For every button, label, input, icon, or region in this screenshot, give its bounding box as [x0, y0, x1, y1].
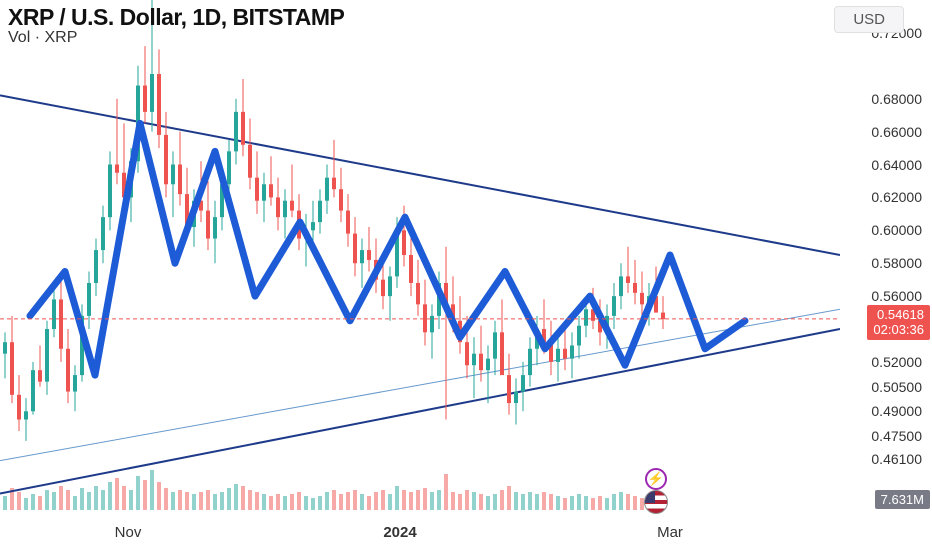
x-tick-label: Nov: [115, 524, 142, 541]
y-axis[interactable]: 0.46100 0.47500 0.49000 0.50500 0.52000 0.560…: [840, 0, 932, 510]
countdown: 02:03:36: [873, 322, 924, 338]
y-tick-label: 0.58000: [871, 255, 922, 271]
chart-header: XRP / U.S. Dollar, 1D, BITSTAMP Vol · XR…: [8, 4, 344, 47]
y-tick-label: 0.52000: [871, 354, 922, 370]
y-tick-label: 0.49000: [871, 403, 922, 419]
plot-area[interactable]: [0, 0, 840, 510]
y-tick-label: 0.62000: [871, 189, 922, 205]
y-tick-label: 0.47500: [871, 428, 922, 444]
us-flag-icon[interactable]: [644, 490, 668, 514]
y-tick-label: 0.64000: [871, 157, 922, 173]
chart-container: XRP / U.S. Dollar, 1D, BITSTAMP Vol · XR…: [0, 0, 932, 550]
currency-badge[interactable]: USD: [834, 6, 904, 33]
price-badge: 0.54618 02:03:36: [867, 305, 930, 340]
x-axis[interactable]: Nov 2024 Mar: [0, 520, 840, 550]
volume-badge: 7.631M: [875, 490, 930, 509]
y-tick-label: 0.46100: [871, 451, 922, 467]
y-tick-label: 0.66000: [871, 124, 922, 140]
current-price: 0.54618: [873, 307, 924, 323]
volume-label: Vol · XRP: [8, 29, 344, 47]
y-tick-label: 0.56000: [871, 288, 922, 304]
symbol-title[interactable]: XRP / U.S. Dollar, 1D, BITSTAMP: [8, 4, 344, 31]
earnings-icon[interactable]: ⚡: [645, 468, 667, 490]
x-tick-label: Mar: [657, 524, 683, 541]
y-tick-label: 0.50500: [871, 379, 922, 395]
y-tick-label: 0.68000: [871, 91, 922, 107]
y-tick-label: 0.60000: [871, 222, 922, 238]
x-tick-label: 2024: [383, 524, 416, 541]
chart-svg[interactable]: [0, 0, 840, 510]
